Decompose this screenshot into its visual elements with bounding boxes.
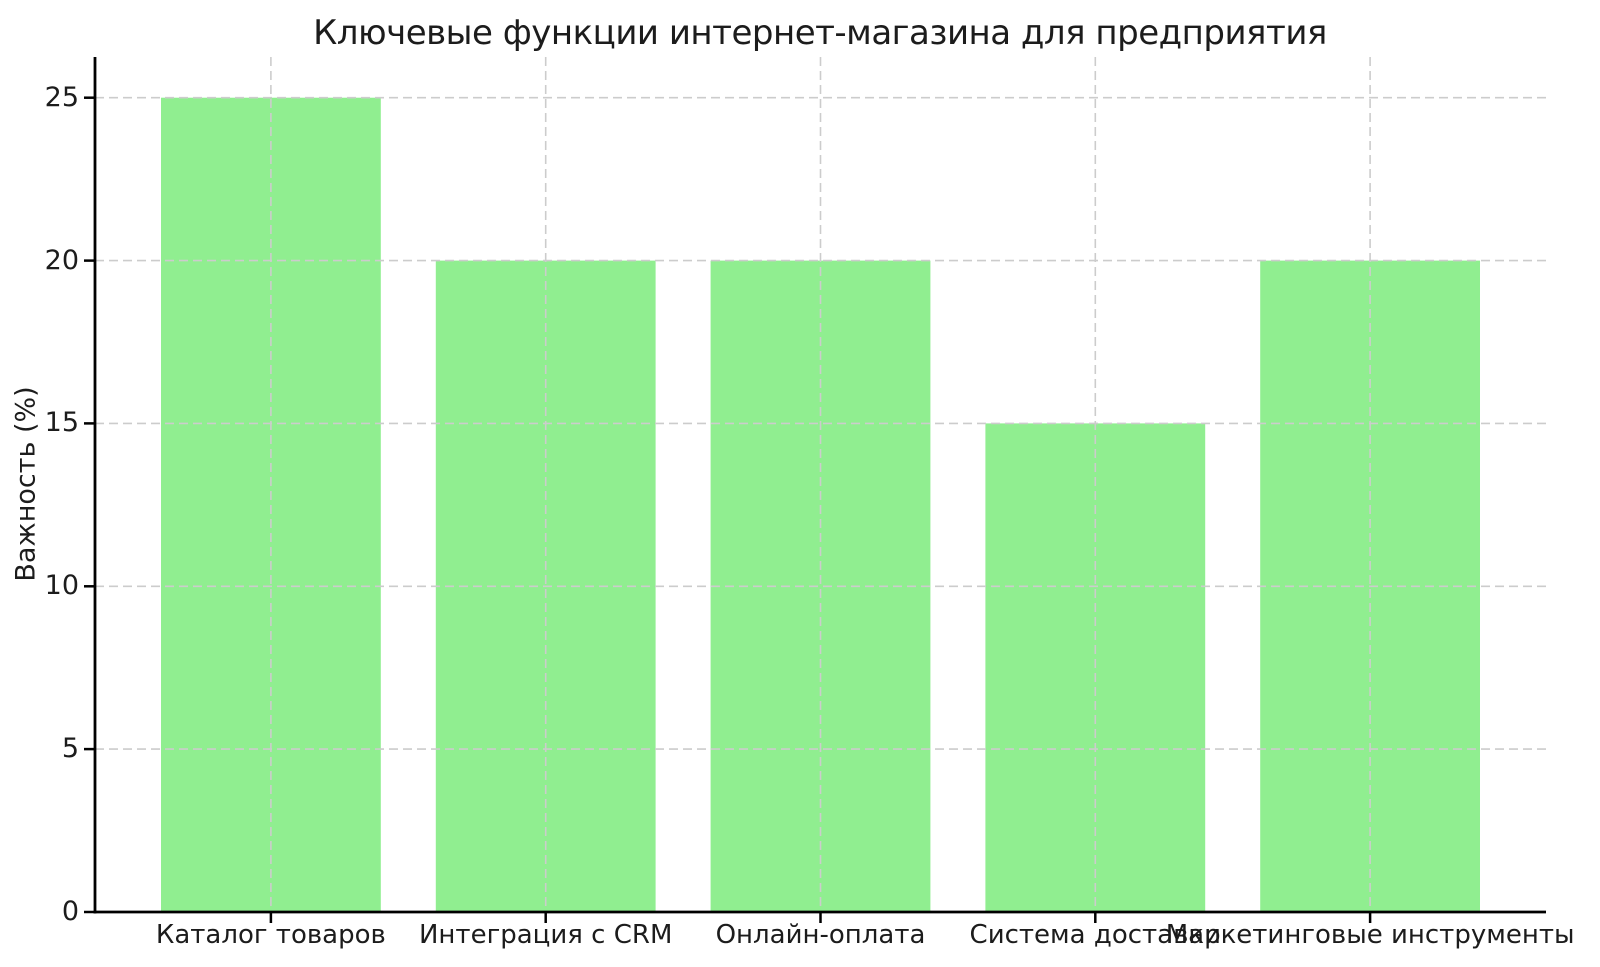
x-tick-label: Система доставки: [969, 920, 1222, 950]
y-tick-label: 20: [44, 244, 79, 276]
y-tick-label: 5: [61, 733, 79, 765]
y-tick-label: 25: [44, 81, 79, 113]
chart-title: Ключевые функции интернет-магазина для п…: [313, 13, 1327, 53]
x-tick-label: Онлайн-оплата: [715, 920, 926, 950]
y-tick-label: 15: [44, 407, 79, 439]
x-tick-label: Интеграция с CRM: [418, 920, 673, 950]
y-tick-label: 0: [61, 896, 79, 927]
x-tick-label: Маркетинговые инструменты: [1165, 920, 1575, 950]
y-tick-label: 10: [44, 570, 79, 602]
x-tick-label: Каталог товаров: [155, 920, 386, 950]
